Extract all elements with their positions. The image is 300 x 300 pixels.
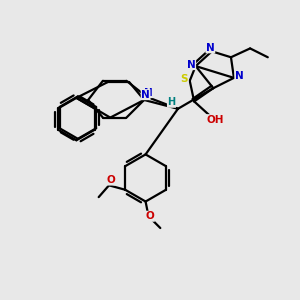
Text: N: N [235, 71, 244, 81]
Text: N: N [206, 43, 215, 53]
Text: S: S [181, 74, 188, 84]
Text: N: N [187, 60, 196, 70]
Text: O: O [106, 175, 115, 185]
Text: N: N [141, 90, 150, 100]
Text: N: N [144, 88, 153, 98]
Text: OH: OH [206, 115, 224, 125]
Text: H: H [167, 97, 175, 107]
Text: O: O [146, 211, 154, 221]
